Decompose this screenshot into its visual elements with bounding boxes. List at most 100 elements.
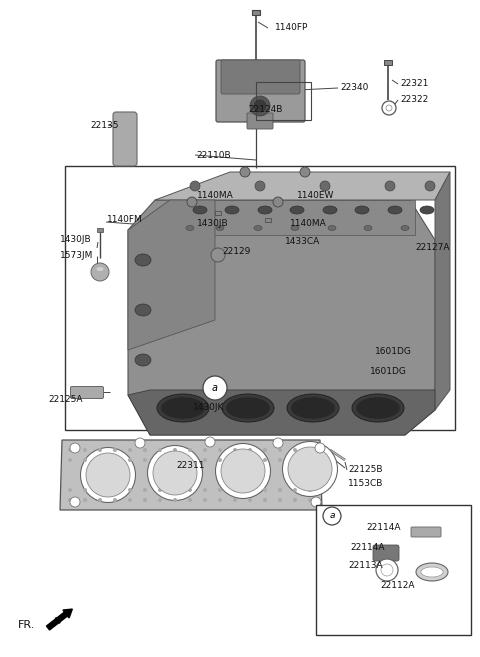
Circle shape [293,458,297,462]
Ellipse shape [364,225,372,231]
Bar [65,166,455,430]
Polygon shape [128,200,215,350]
Bar [384,60,392,65]
Circle shape [128,498,132,502]
Ellipse shape [356,397,400,419]
Ellipse shape [315,443,325,453]
Text: 22110B: 22110B [196,150,230,160]
Text: FR.: FR. [18,620,36,630]
Ellipse shape [135,438,145,448]
Circle shape [83,448,87,452]
FancyBboxPatch shape [411,527,441,537]
Circle shape [98,458,102,462]
Circle shape [254,100,266,112]
Ellipse shape [135,354,151,366]
Ellipse shape [328,225,336,231]
Circle shape [211,248,225,262]
Circle shape [308,448,312,452]
Circle shape [248,498,252,502]
Text: a: a [212,383,218,393]
Ellipse shape [157,394,209,422]
Text: 1433CA: 1433CA [285,237,320,246]
Circle shape [300,167,310,177]
Circle shape [240,167,250,177]
Circle shape [158,448,162,452]
Text: 1153CB: 1153CB [348,480,384,489]
Text: 1573JM: 1573JM [60,252,94,260]
Circle shape [203,458,207,462]
Circle shape [278,448,282,452]
Ellipse shape [86,453,130,497]
FancyBboxPatch shape [216,60,305,122]
Circle shape [113,458,117,462]
Bar [265,218,271,222]
Circle shape [308,458,312,462]
Circle shape [233,488,237,492]
Bar [252,10,260,15]
Circle shape [218,488,222,492]
Ellipse shape [186,225,194,231]
Bar [316,505,471,635]
Text: 22124B: 22124B [248,106,282,114]
Circle shape [143,448,147,452]
Ellipse shape [416,563,448,581]
Ellipse shape [70,443,80,453]
Circle shape [255,181,265,191]
Ellipse shape [352,394,404,422]
Ellipse shape [323,206,337,214]
Bar [97,228,103,232]
Ellipse shape [70,497,80,507]
Circle shape [218,448,222,452]
Circle shape [98,498,102,502]
FancyBboxPatch shape [373,545,399,561]
Bar [256,82,311,120]
Circle shape [425,181,435,191]
Bar [215,211,221,215]
Polygon shape [128,200,435,435]
Circle shape [91,263,109,281]
Text: 1601DG: 1601DG [370,367,407,376]
Circle shape [263,448,267,452]
Circle shape [386,105,392,111]
Circle shape [278,498,282,502]
Circle shape [190,181,200,191]
Circle shape [203,488,207,492]
Circle shape [278,458,282,462]
Ellipse shape [81,447,135,503]
Circle shape [158,498,162,502]
Ellipse shape [311,497,321,507]
Text: 1140MA: 1140MA [197,191,234,200]
Circle shape [113,488,117,492]
Text: 1430JB: 1430JB [60,235,92,244]
Circle shape [113,448,117,452]
Circle shape [233,498,237,502]
Circle shape [158,458,162,462]
Circle shape [308,488,312,492]
Ellipse shape [291,397,335,419]
Circle shape [248,488,252,492]
Ellipse shape [290,206,304,214]
Ellipse shape [273,438,283,448]
Circle shape [128,448,132,452]
Circle shape [381,564,393,576]
Text: 22129: 22129 [222,248,251,256]
Ellipse shape [226,397,270,419]
Text: 22127A: 22127A [415,244,449,252]
Text: 1430JK: 1430JK [193,403,224,413]
Ellipse shape [153,451,197,495]
Circle shape [263,498,267,502]
Circle shape [173,498,177,502]
Circle shape [248,448,252,452]
Circle shape [173,448,177,452]
Circle shape [113,498,117,502]
Circle shape [273,197,283,207]
Polygon shape [155,172,450,200]
Circle shape [68,498,72,502]
FancyBboxPatch shape [221,60,300,94]
Circle shape [68,458,72,462]
Circle shape [98,488,102,492]
Text: 22321: 22321 [400,79,428,89]
Circle shape [233,448,237,452]
Circle shape [323,507,341,525]
Text: a: a [329,512,335,520]
